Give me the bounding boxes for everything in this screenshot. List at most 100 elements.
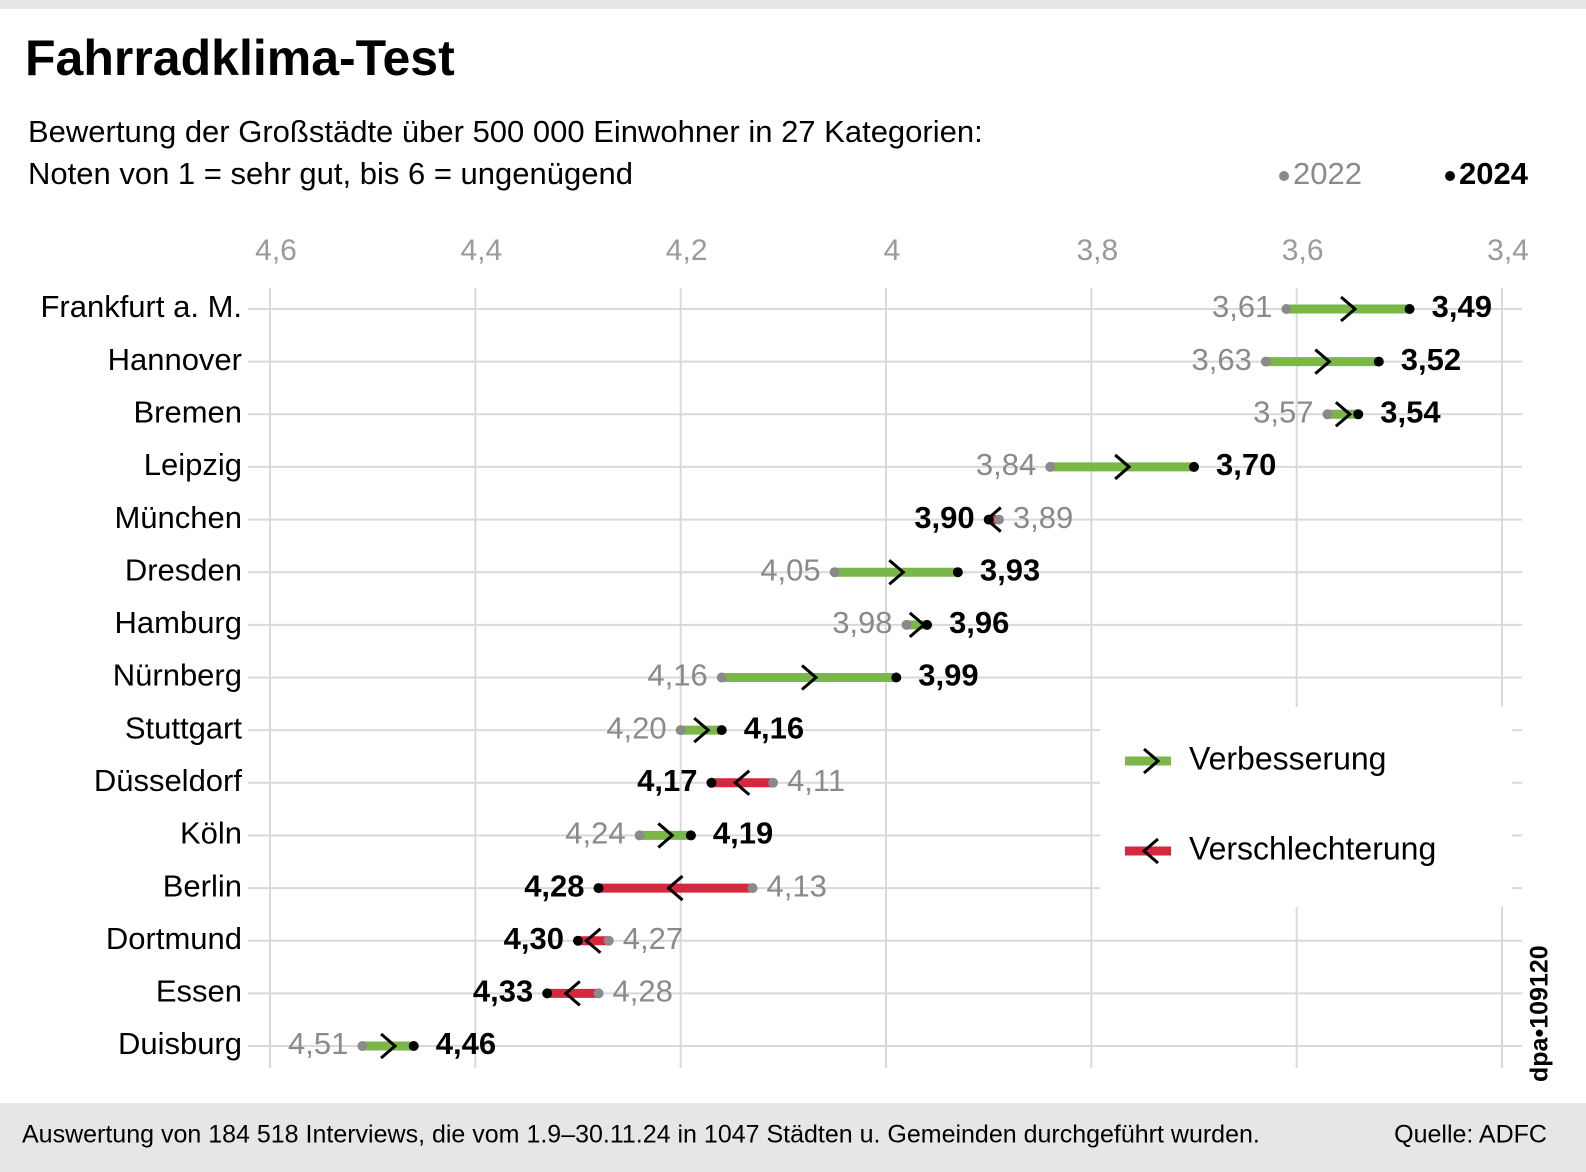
dot-2022 <box>1322 409 1333 420</box>
value-label-2024: 3,49 <box>1432 289 1492 324</box>
graphic-id: dpa•109120 <box>1526 945 1554 1082</box>
legend-label: 2024 <box>1459 156 1529 191</box>
chart-title: Fahrradklima-Test <box>25 30 455 86</box>
dot-2022 <box>593 988 604 999</box>
value-label-2024: 4,33 <box>473 974 533 1009</box>
direction-arrow <box>657 822 675 849</box>
dot-2022 <box>675 725 686 736</box>
legend-dot <box>1445 171 1456 181</box>
value-label-2024: 3,96 <box>949 605 1009 640</box>
dot-2022 <box>993 514 1004 525</box>
y-category-label: München <box>114 500 242 535</box>
value-label-2022: 4,16 <box>647 658 707 693</box>
legend-arrow <box>1143 747 1161 775</box>
value-label-2024: 3,54 <box>1380 394 1441 429</box>
value-label-2024: 3,99 <box>918 658 978 693</box>
x-tick-label: 4,6 <box>255 234 297 267</box>
x-tick-label: 3,4 <box>1487 234 1529 267</box>
legend-background <box>1100 707 1512 907</box>
y-category-label: Hamburg <box>115 605 243 640</box>
value-label-2022: 4,05 <box>760 552 820 587</box>
dot-2024 <box>685 830 696 841</box>
dot-2022 <box>357 1041 368 1051</box>
chart-subtitle: Bewertung der Großstädte über 500 000 Ei… <box>28 114 983 149</box>
y-category-label: Frankfurt a. M. <box>40 289 242 324</box>
dot-2024 <box>716 725 727 736</box>
direction-arrow <box>666 874 684 902</box>
dot-2024 <box>573 935 583 946</box>
y-category-label: Bremen <box>133 394 242 429</box>
dot-2022 <box>1260 356 1271 367</box>
y-category-label: Essen <box>156 974 242 1009</box>
y-category-label: Leipzig <box>144 447 242 482</box>
value-label-2022: 3,89 <box>1013 500 1073 535</box>
dot-2024 <box>542 988 553 999</box>
direction-arrow <box>732 769 751 796</box>
value-label-2022: 4,28 <box>613 974 673 1009</box>
direction-arrow <box>584 927 602 954</box>
value-label-2022: 4,13 <box>767 868 827 903</box>
dot-2022 <box>901 619 912 630</box>
y-category-label: Stuttgart <box>125 710 243 745</box>
source: Quelle: ADFC <box>1394 1121 1547 1149</box>
dot-2024 <box>952 567 963 578</box>
dot-2024 <box>706 777 717 788</box>
direction-arrow <box>563 980 581 1007</box>
direction-arrow <box>888 559 906 586</box>
value-label-2022: 4,24 <box>565 816 625 851</box>
x-tick-label: 3,8 <box>1076 234 1118 267</box>
value-label-2024: 4,28 <box>524 868 584 903</box>
value-label-2022: 4,51 <box>288 1026 348 1061</box>
value-label-2024: 4,17 <box>637 763 697 798</box>
y-category-label: Berlin <box>163 868 242 903</box>
value-label-2024: 3,52 <box>1401 342 1461 377</box>
x-tick-label: 4,2 <box>666 234 708 267</box>
chart-subtitle: Noten von 1 = sehr gut, bis 6 = ungenüge… <box>28 156 633 191</box>
x-tick-label: 4,4 <box>460 234 502 267</box>
value-label-2022: 3,63 <box>1192 342 1252 377</box>
y-category-label: Köln <box>180 816 242 851</box>
value-label-2024: 4,19 <box>713 816 773 851</box>
y-category-label: Hannover <box>108 342 242 377</box>
value-label-2024: 4,30 <box>504 921 564 956</box>
dot-2024 <box>1353 409 1364 420</box>
dot-2022 <box>716 672 727 683</box>
value-label-2024: 3,70 <box>1216 447 1276 482</box>
dot-2024 <box>408 1041 419 1051</box>
dot-2022 <box>747 883 758 894</box>
direction-arrow <box>801 664 819 691</box>
dot-2022 <box>829 567 840 578</box>
value-label-2022: 3,61 <box>1212 289 1272 324</box>
dot-2022 <box>1281 304 1292 314</box>
direction-arrow <box>1340 295 1358 323</box>
value-label-2022: 4,27 <box>623 921 683 956</box>
value-label-2022: 4,20 <box>606 710 666 745</box>
legend-arrow <box>1141 837 1159 865</box>
direction-arrow <box>1334 401 1353 428</box>
legend-label: Verschlechterung <box>1189 830 1436 866</box>
dot-2024 <box>1189 461 1199 472</box>
dot-2024 <box>593 883 604 894</box>
dot-2024 <box>1404 304 1415 314</box>
dot-2024 <box>1373 356 1384 367</box>
value-label-2022: 3,98 <box>832 605 892 640</box>
legend-dot <box>1279 171 1290 181</box>
legend-label: 2022 <box>1293 156 1362 191</box>
value-label-2024: 4,16 <box>744 710 804 745</box>
dot-2024 <box>922 619 933 630</box>
top-band <box>0 0 1586 9</box>
y-category-label: Dresden <box>125 552 242 587</box>
footnote: Auswertung von 184 518 Interviews, die v… <box>22 1121 1260 1149</box>
dot-2022 <box>768 777 779 788</box>
dot-2024 <box>891 672 902 683</box>
value-label-2022: 3,57 <box>1253 394 1313 429</box>
dot-2024 <box>983 514 994 525</box>
value-label-2024: 3,90 <box>914 500 974 535</box>
direction-arrow <box>380 1032 398 1060</box>
dot-2022 <box>603 935 614 946</box>
legend-label: Verbesserung <box>1189 740 1386 776</box>
value-label-2024: 4,46 <box>436 1026 496 1061</box>
y-category-label: Dortmund <box>106 921 242 956</box>
